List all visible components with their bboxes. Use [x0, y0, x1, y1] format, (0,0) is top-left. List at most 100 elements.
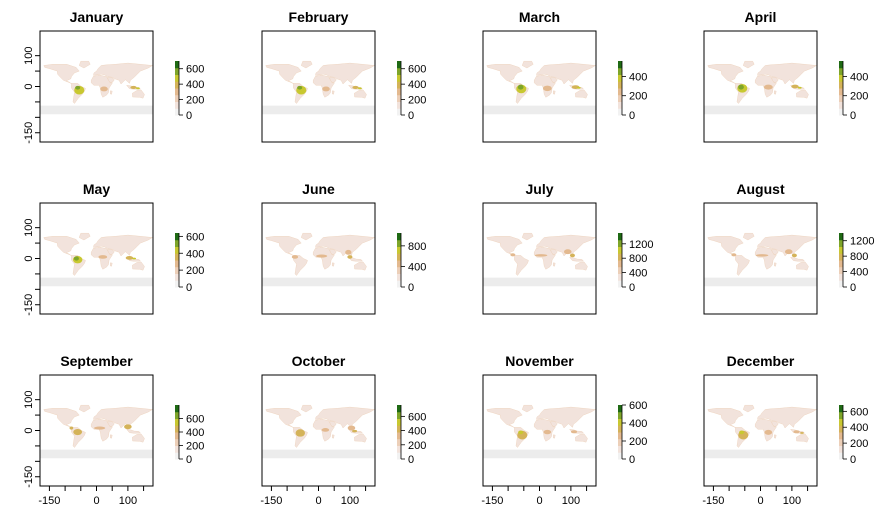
y-tick-label: -150 [23, 294, 35, 316]
value-hotspot [543, 429, 552, 435]
value-hotspot [570, 430, 578, 434]
value-hotspot [510, 253, 516, 257]
legend-swatch [175, 253, 179, 261]
y-tick-label: 100 [23, 390, 35, 408]
antarctica-cell [40, 449, 153, 459]
panel-november: November -150 0 100 0 200 400 600 [481, 353, 647, 507]
antarctica-cell [40, 105, 153, 115]
land-arabia [550, 249, 558, 255]
map-march [483, 61, 596, 115]
legend-swatch [175, 233, 179, 241]
legend-tick-label: 0 [408, 454, 414, 466]
value-hotspot [352, 85, 359, 89]
value-hotspot [73, 256, 79, 261]
land-greenland [300, 405, 313, 413]
antarctica-cell [704, 105, 817, 115]
land-africa [313, 74, 335, 98]
legend-swatch [839, 432, 843, 440]
land-europe-asia [536, 406, 596, 429]
value-hotspot [738, 84, 744, 90]
land-north-america [265, 236, 302, 257]
legend-swatch [618, 246, 622, 254]
legend-tick-label: 0 [629, 282, 635, 294]
panel-june: June 0 400 800 [261, 181, 426, 315]
land-australia [132, 89, 145, 99]
value-hotspot [563, 249, 572, 255]
panel-title: January [70, 9, 124, 25]
map-april [704, 61, 817, 115]
legend-swatch [397, 74, 401, 82]
value-hotspot [576, 86, 581, 89]
land-north-america [486, 64, 523, 85]
legend-tick-label: 400 [408, 426, 426, 438]
legend-swatch [397, 411, 401, 419]
legend-swatch [397, 246, 401, 254]
land-europe-asia [315, 62, 375, 85]
land-arabia [771, 77, 779, 83]
legend-tick-label: 0 [850, 282, 856, 294]
legend-swatch [839, 81, 843, 89]
legend-swatch [839, 438, 843, 446]
legend-tick-label: 800 [850, 251, 868, 263]
map-june [262, 233, 375, 287]
legend-swatch [175, 101, 179, 109]
panel-february: February 0 200 400 600 [261, 9, 426, 143]
legend-swatch [175, 239, 179, 247]
map-january [40, 61, 153, 115]
x-tick-label: -150 [481, 495, 503, 507]
land-australia [354, 261, 367, 271]
legend-tick-label: 1200 [850, 236, 874, 248]
land-arabia [107, 77, 115, 83]
panel-title: February [289, 9, 349, 25]
map-november [483, 405, 596, 459]
land-greenland [78, 405, 91, 413]
legend-tick-label: 400 [629, 418, 647, 430]
antarctica-cell [262, 105, 375, 115]
legend-tick-label: 600 [408, 411, 426, 423]
legend-tick-label: 600 [186, 414, 204, 426]
land-madagascar [332, 90, 335, 95]
legend-swatch [175, 452, 179, 460]
legend-swatch [397, 432, 401, 440]
panel-title: October [292, 353, 346, 369]
legend-tick-label: 0 [408, 282, 414, 294]
legend-colorbar: 0 200 400 600 [397, 405, 426, 466]
value-hotspot [755, 254, 769, 257]
legend-swatch [397, 108, 401, 116]
legend-swatch [839, 108, 843, 116]
land-north-america [265, 64, 302, 85]
legend-colorbar: 0 200 400 [618, 61, 647, 122]
legend-tick-label: 0 [186, 110, 192, 122]
plot-frame [39, 30, 154, 143]
legend-swatch [839, 246, 843, 254]
land-north-america [43, 408, 80, 429]
legend-swatch [397, 445, 401, 453]
legend-tick-label: 800 [629, 253, 647, 265]
legend-swatch [397, 425, 401, 433]
legend-tick-label: 200 [629, 436, 647, 448]
legend-swatch [175, 405, 179, 413]
legend-swatch [618, 233, 622, 241]
legend-swatch [618, 239, 622, 247]
legend-swatch [175, 280, 179, 288]
legend-colorbar: 0 200 400 600 [175, 61, 204, 122]
land-arabia [550, 77, 558, 83]
legend-swatch [839, 273, 843, 281]
legend-swatch [175, 411, 179, 419]
value-hotspot [797, 86, 802, 89]
land-africa [534, 246, 556, 270]
legend-swatch [397, 61, 401, 69]
panel-title: May [83, 181, 110, 197]
plot-frame [39, 374, 154, 487]
plot-frame [482, 202, 597, 315]
legend-tick-label: 200 [629, 91, 647, 103]
legend-swatch [175, 425, 179, 433]
legend-swatch [839, 260, 843, 268]
legend-tick-label: 200 [186, 441, 204, 453]
land-africa [755, 418, 777, 442]
legend-swatch [618, 280, 622, 288]
panel-title: November [505, 353, 574, 369]
legend-colorbar: 0 200 400 600 [397, 61, 426, 122]
y-tick-label: -150 [23, 466, 35, 488]
